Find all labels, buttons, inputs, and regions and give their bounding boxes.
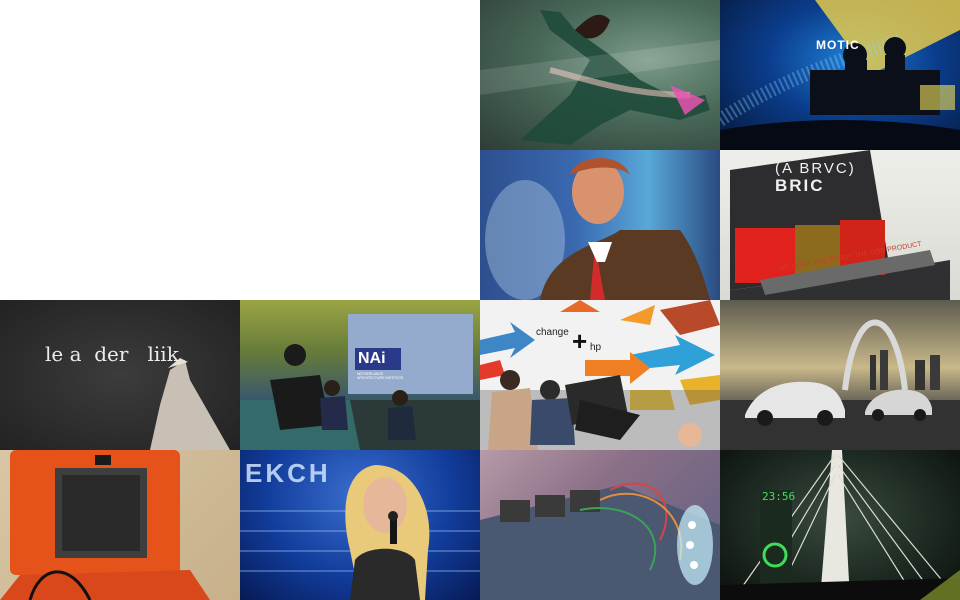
gallery-tile-chalkboard[interactable]: le a der liik: [0, 300, 240, 450]
tower-clock: 23:56: [762, 490, 796, 503]
orange-case-photo: [0, 450, 240, 600]
box-caption-brand: BRIC: [775, 176, 825, 195]
gallery-tile-change-hp[interactable]: change + hp: [480, 300, 720, 450]
change-word: change: [536, 327, 569, 338]
gallery-tile-bridge[interactable]: 23:56: [720, 450, 960, 600]
gallery-tile-speaker[interactable]: [480, 150, 720, 300]
stage-screen-caption: MOTIC: [816, 38, 860, 52]
gallery-tile-orange-case[interactable]: [0, 450, 240, 600]
plus-sign: +: [572, 326, 588, 356]
circuit-board-photo: [480, 450, 720, 600]
gallery-tile-cars[interactable]: [720, 300, 960, 450]
gallery-tile-dancer[interactable]: [480, 0, 720, 150]
gallery-tile-circuit[interactable]: [480, 450, 720, 600]
led-wall-text: EKCH: [245, 458, 331, 488]
nai-logo: NAi: [358, 350, 386, 367]
chalkboard-text: le a der liik: [45, 342, 179, 366]
gallery-tile-stage[interactable]: MOTIC: [720, 0, 960, 150]
gallery-tile-gift-box[interactable]: (A BRVC) BRIC WE HOPE YOU ENJOY THE COD …: [720, 150, 960, 300]
panel-discussion-photo: NAi NETHERLANDS ARCHITECTURE INSTITUTE: [240, 300, 480, 450]
chalkboard-photo: le a der liik: [0, 300, 240, 450]
speaker-photo: [480, 150, 720, 300]
box-caption-top: (A BRVC): [775, 160, 856, 177]
nai-logo-subtitle: NETHERLANDS ARCHITECTURE INSTITUTE: [357, 372, 404, 380]
dancer-photo: [480, 0, 720, 150]
gallery-tile-panel[interactable]: NAi NETHERLANDS ARCHITECTURE INSTITUTE: [240, 300, 480, 450]
stage-photo: MOTIC: [720, 0, 960, 150]
change-hp-photo: change + hp: [480, 300, 720, 450]
singer-photo: EKCH: [240, 450, 480, 600]
hp-word: hp: [590, 342, 602, 353]
gallery-tile-singer[interactable]: EKCH: [240, 450, 480, 600]
gift-box-photo: (A BRVC) BRIC WE HOPE YOU ENJOY THE COD …: [720, 150, 960, 300]
bridge-lights-photo: 23:56: [720, 450, 960, 600]
cars-arch-photo: [720, 300, 960, 450]
